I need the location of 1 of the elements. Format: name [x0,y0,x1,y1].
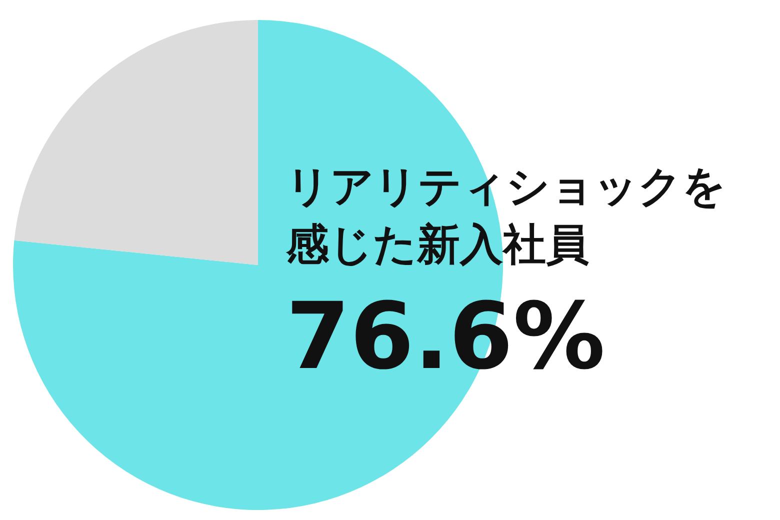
pie-slice [14,20,258,265]
